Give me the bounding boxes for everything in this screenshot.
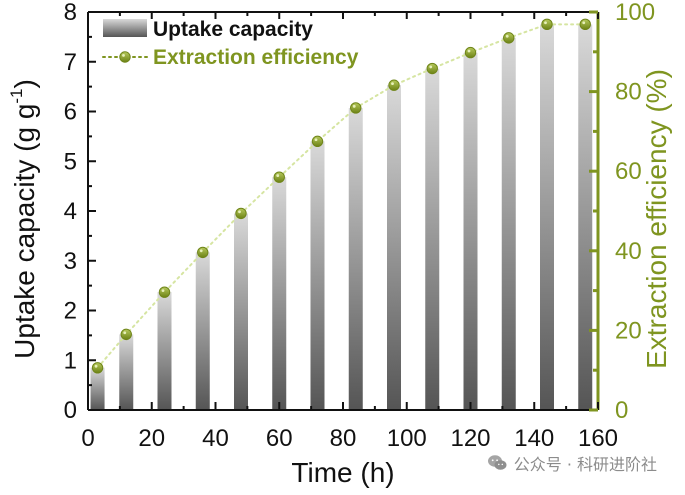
x-tick-label: 100 [387, 425, 427, 452]
left-y-tick-label: 3 [64, 248, 77, 275]
efficiency-marker-highlight [352, 104, 356, 108]
efficiency-marker [91, 362, 104, 374]
x-tick-label: 40 [202, 425, 229, 452]
efficiency-marker [120, 328, 132, 341]
right-y-tick-label: 20 [615, 317, 642, 344]
line-layer [91, 18, 591, 374]
left-y-tick-label: 1 [64, 347, 77, 374]
efficiency-marker [197, 246, 209, 259]
left-y-tick-label: 7 [64, 49, 77, 76]
right-y-tick-label: 80 [615, 79, 642, 106]
x-tick-label: 140 [514, 425, 554, 452]
efficiency-marker-highlight [391, 82, 394, 86]
efficiency-marker [388, 79, 400, 91]
uptake-bar [348, 108, 363, 410]
efficiency-line [96, 23, 587, 369]
x-tick-label: 20 [138, 425, 165, 452]
left-y-axis-title: Uptake capacity (g g-1) [7, 79, 40, 359]
efficiency-marker [579, 18, 591, 31]
efficiency-marker-highlight [276, 174, 280, 177]
efficiency-marker-highlight [429, 65, 433, 69]
x-tick-label: 60 [266, 425, 293, 452]
legend-efficiency-marker-highlight [122, 54, 125, 57]
efficiency-marker-highlight [582, 21, 586, 25]
legend-efficiency-marker [119, 51, 131, 63]
right-y-tick-label: 40 [615, 238, 642, 265]
efficiency-marker-highlight [467, 49, 471, 53]
uptake-bar [578, 24, 593, 410]
efficiency-marker-highlight [94, 364, 98, 368]
left-y-tick-label: 2 [64, 298, 77, 325]
legend-uptake-swatch [103, 19, 147, 37]
axes: 0 20 40 60 80 100 120 140 1600123456780204060801… [7, 0, 672, 488]
uptake-bar [90, 367, 105, 410]
bars [90, 24, 593, 411]
efficiency-marker-highlight [544, 21, 547, 25]
right-y-tick-label: 0 [615, 397, 628, 424]
efficiency-marker-highlight [161, 289, 165, 292]
efficiency-marker-highlight [123, 331, 127, 335]
efficiency-marker [426, 62, 438, 75]
x-tick-label: 0 [81, 425, 94, 452]
uptake-bar [272, 177, 287, 410]
left-y-axis-title-superscript: -1 [7, 88, 26, 103]
uptake-bar [157, 292, 172, 410]
right-y-axis-title: Extraction efficiency (%) [641, 69, 672, 369]
efficiency-marker [158, 286, 171, 298]
uptake-bar [463, 52, 478, 411]
efficiency-marker-highlight [314, 138, 318, 142]
efficiency-marker [235, 207, 247, 220]
x-tick-label: 80 [330, 425, 357, 452]
left-y-tick-label: 6 [64, 99, 77, 126]
efficiency-marker [273, 171, 285, 183]
uptake-bar [234, 213, 248, 410]
efficiency-marker [311, 135, 324, 148]
efficiency-marker-highlight [505, 34, 509, 38]
efficiency-marker [350, 102, 362, 114]
uptake-bar [425, 68, 440, 410]
left-y-tick-label: 5 [64, 148, 77, 175]
efficiency-marker [503, 32, 515, 44]
legend-uptake-label: Uptake capacity [153, 18, 313, 41]
left-y-axis-title-suffix: ) [9, 79, 40, 88]
uptake-bar [119, 334, 134, 410]
left-y-tick-label: 8 [64, 0, 77, 26]
left-y-tick-label: 4 [64, 198, 77, 225]
efficiency-marker-highlight [199, 249, 203, 253]
legend: Uptake capacity Extraction efficiency [102, 18, 359, 69]
right-y-tick-label: 60 [615, 158, 642, 185]
efficiency-marker [464, 46, 477, 59]
uptake-bar [387, 85, 401, 410]
efficiency-marker-highlight [238, 210, 241, 214]
left-y-tick-label: 0 [64, 397, 77, 424]
x-tick-label: 160 [578, 425, 618, 452]
legend-efficiency-label: Extraction efficiency [153, 46, 359, 69]
uptake-bar [501, 37, 516, 411]
uptake-bar [195, 252, 210, 410]
efficiency-marker [541, 18, 553, 31]
left-y-axis-title-main: Uptake capacity (g g [9, 104, 40, 359]
uptake-bar [540, 24, 554, 410]
x-axis-title: Time (h) [291, 457, 394, 488]
uptake-bar [310, 141, 325, 410]
right-y-tick-label: 100 [615, 0, 655, 26]
x-tick-label: 120 [450, 425, 490, 452]
